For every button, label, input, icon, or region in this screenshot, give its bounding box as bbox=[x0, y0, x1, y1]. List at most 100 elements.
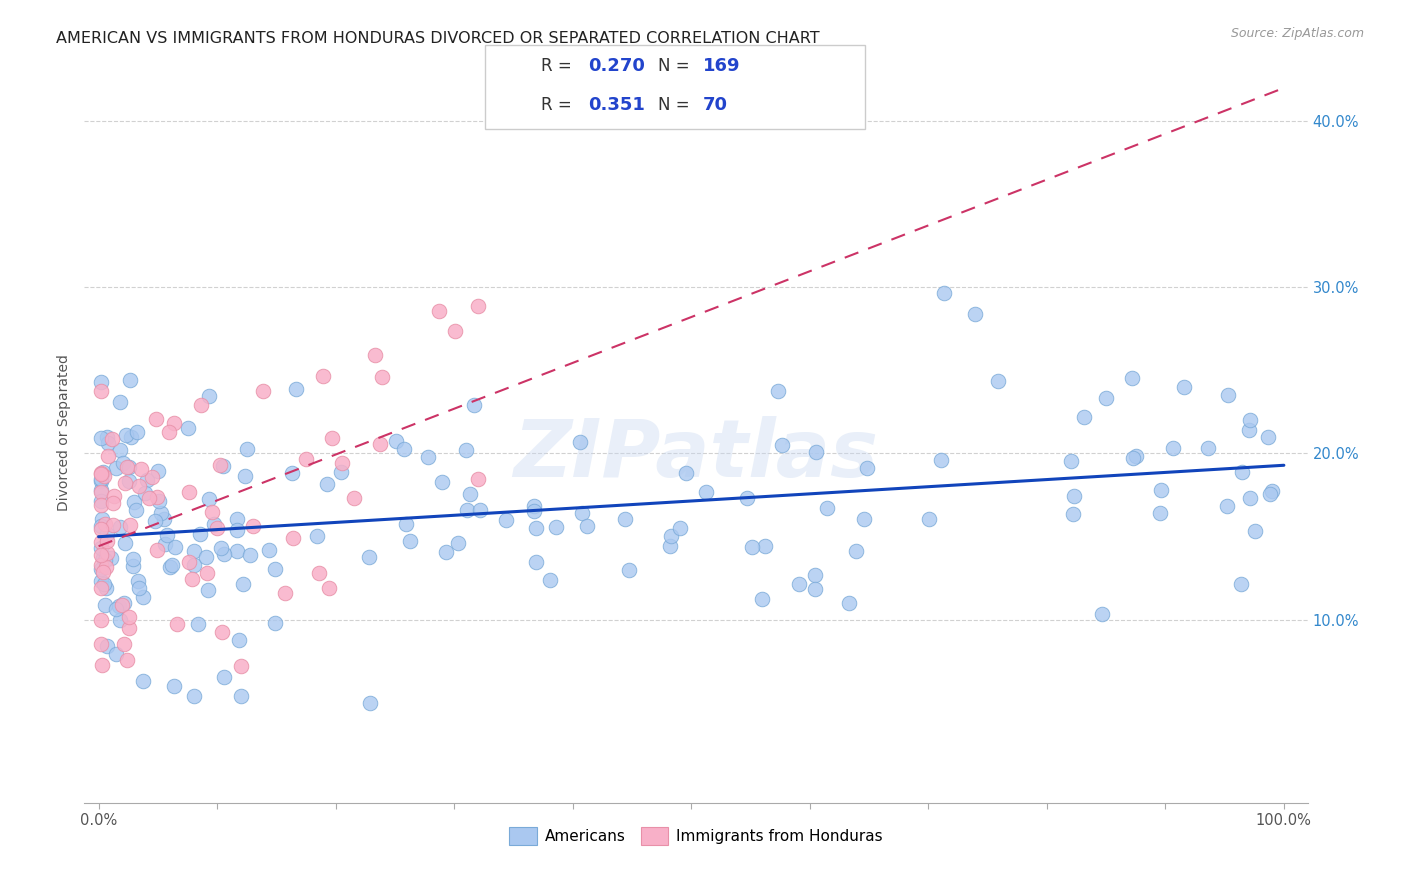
Point bbox=[118, 474, 141, 488]
Point bbox=[1216, 499, 1239, 513]
Point bbox=[242, 519, 264, 533]
Text: Source: ZipAtlas.com: Source: ZipAtlas.com bbox=[1230, 27, 1364, 40]
Point bbox=[1239, 491, 1261, 505]
Point bbox=[108, 613, 131, 627]
Point bbox=[146, 543, 169, 558]
Point bbox=[166, 616, 188, 631]
Point bbox=[669, 521, 692, 535]
Text: AMERICAN VS IMMIGRANTS FROM HONDURAS DIVORCED OR SEPARATED CORRELATION CHART: AMERICAN VS IMMIGRANTS FROM HONDURAS DIV… bbox=[56, 31, 820, 46]
Text: 70: 70 bbox=[703, 96, 728, 114]
Point bbox=[179, 555, 201, 569]
Point bbox=[229, 659, 252, 673]
Point bbox=[163, 417, 186, 431]
Point bbox=[90, 558, 112, 573]
Point bbox=[108, 442, 131, 457]
Legend: Americans, Immigrants from Honduras: Americans, Immigrants from Honduras bbox=[503, 821, 889, 851]
Point bbox=[93, 577, 115, 591]
Point bbox=[128, 582, 150, 596]
Point bbox=[96, 582, 118, 596]
Point bbox=[1091, 607, 1114, 621]
Point bbox=[1239, 423, 1261, 437]
Point bbox=[495, 513, 517, 527]
Point bbox=[1149, 506, 1171, 520]
Point bbox=[128, 478, 150, 492]
Point bbox=[96, 527, 118, 541]
Point bbox=[1121, 371, 1143, 385]
Point bbox=[252, 384, 274, 398]
Point bbox=[318, 581, 340, 595]
Point bbox=[427, 304, 450, 318]
Point bbox=[963, 307, 986, 321]
Point bbox=[104, 647, 127, 661]
Point bbox=[183, 558, 205, 572]
Point bbox=[90, 637, 112, 651]
Point bbox=[195, 566, 218, 580]
Point bbox=[90, 519, 112, 533]
Point bbox=[115, 653, 138, 667]
Point bbox=[209, 541, 232, 555]
Point bbox=[463, 398, 485, 412]
Point bbox=[929, 453, 952, 467]
Point bbox=[101, 432, 124, 446]
Point bbox=[1125, 449, 1147, 463]
Point bbox=[124, 503, 146, 517]
Point bbox=[96, 639, 118, 653]
Point bbox=[228, 633, 250, 648]
Point bbox=[544, 520, 567, 534]
Point bbox=[1063, 489, 1085, 503]
Point bbox=[751, 591, 773, 606]
Point bbox=[120, 430, 142, 444]
Point bbox=[103, 489, 125, 503]
Point bbox=[735, 491, 758, 506]
Point bbox=[101, 518, 124, 533]
Point bbox=[122, 551, 145, 566]
Point bbox=[357, 549, 380, 564]
Point bbox=[416, 450, 439, 464]
Point bbox=[368, 437, 391, 451]
Point bbox=[284, 382, 307, 396]
Point bbox=[617, 563, 640, 577]
Point bbox=[186, 616, 208, 631]
Point bbox=[90, 467, 112, 481]
Point bbox=[114, 475, 136, 490]
Point bbox=[467, 299, 489, 313]
Point bbox=[538, 573, 561, 587]
Point bbox=[695, 484, 717, 499]
Point bbox=[90, 483, 112, 497]
Point bbox=[112, 637, 135, 651]
Point bbox=[132, 590, 155, 604]
Point bbox=[1232, 465, 1254, 479]
Point bbox=[308, 566, 330, 581]
Point bbox=[101, 496, 124, 510]
Point bbox=[394, 442, 416, 457]
Point bbox=[90, 494, 112, 508]
Point bbox=[1216, 388, 1239, 402]
Point bbox=[385, 434, 408, 449]
Point bbox=[90, 475, 112, 489]
Point bbox=[183, 690, 205, 704]
Point bbox=[118, 460, 141, 475]
Text: R =: R = bbox=[541, 96, 578, 114]
Point bbox=[838, 596, 860, 610]
Point bbox=[575, 518, 598, 533]
Point bbox=[108, 599, 131, 614]
Point bbox=[1261, 483, 1284, 498]
Point bbox=[96, 533, 118, 548]
Point bbox=[264, 615, 287, 630]
Point bbox=[108, 394, 131, 409]
Point bbox=[815, 500, 838, 515]
Point bbox=[1239, 413, 1261, 427]
Point bbox=[395, 517, 418, 532]
Point bbox=[163, 540, 186, 554]
Point bbox=[1073, 409, 1095, 424]
Point bbox=[127, 574, 149, 588]
Point bbox=[180, 572, 202, 586]
Point bbox=[294, 451, 316, 466]
Point bbox=[90, 484, 112, 499]
Point bbox=[226, 512, 249, 526]
Text: N =: N = bbox=[658, 96, 695, 114]
Point bbox=[766, 384, 789, 399]
Point bbox=[90, 466, 112, 480]
Point bbox=[90, 375, 112, 389]
Point bbox=[145, 412, 167, 426]
